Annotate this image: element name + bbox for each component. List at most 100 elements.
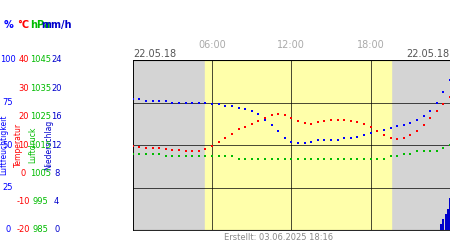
Point: [446, 95, 450, 99]
Text: 1015: 1015: [30, 140, 51, 149]
Point: [182, 154, 189, 158]
Text: 16: 16: [51, 112, 62, 121]
Text: 0: 0: [5, 226, 11, 234]
Text: 100: 100: [0, 56, 16, 64]
Point: [328, 118, 335, 122]
Point: [380, 157, 387, 161]
Point: [162, 154, 169, 158]
Text: 50: 50: [3, 140, 14, 149]
Point: [136, 152, 143, 156]
Text: 8: 8: [54, 169, 59, 178]
Point: [281, 157, 288, 161]
Point: [242, 157, 249, 161]
Point: [427, 149, 434, 153]
Point: [136, 97, 143, 101]
Point: [427, 109, 434, 113]
Point: [321, 138, 328, 142]
Point: [281, 136, 288, 140]
Point: [248, 122, 255, 126]
Text: Luftdruck: Luftdruck: [28, 127, 37, 163]
Point: [261, 118, 269, 122]
Point: [176, 154, 183, 158]
Point: [195, 149, 203, 153]
Point: [228, 104, 235, 108]
Point: [341, 157, 348, 161]
Point: [129, 97, 136, 101]
Point: [149, 99, 156, 103]
Point: [149, 146, 156, 150]
Point: [268, 122, 275, 126]
Point: [420, 149, 427, 153]
Point: [202, 100, 209, 104]
Point: [288, 157, 295, 161]
Point: [360, 157, 368, 161]
Point: [235, 157, 242, 161]
Point: [328, 157, 335, 161]
Point: [222, 154, 229, 158]
Point: [393, 137, 400, 141]
Point: [407, 121, 414, 125]
Text: 20: 20: [51, 84, 62, 93]
Point: [420, 123, 427, 127]
Point: [288, 140, 295, 143]
Point: [347, 157, 355, 161]
Point: [208, 144, 216, 148]
Text: 18:00: 18:00: [357, 40, 385, 50]
Point: [208, 102, 216, 106]
Point: [341, 136, 348, 140]
Text: -10: -10: [17, 197, 30, 206]
Point: [414, 129, 421, 133]
Point: [294, 141, 302, 145]
Point: [136, 145, 143, 149]
Text: 22.05.18: 22.05.18: [134, 49, 177, 59]
Point: [294, 119, 302, 123]
Point: [387, 126, 394, 130]
Point: [433, 149, 441, 153]
Point: [393, 154, 400, 158]
Point: [248, 157, 255, 161]
Text: 12:00: 12:00: [278, 40, 305, 50]
Point: [328, 138, 335, 142]
Point: [149, 152, 156, 156]
Text: 995: 995: [32, 197, 49, 206]
Point: [156, 146, 163, 150]
Bar: [206, 60, 391, 230]
Bar: [442, 220, 445, 230]
Point: [433, 100, 441, 104]
Point: [407, 133, 414, 137]
Point: [202, 147, 209, 151]
Point: [321, 157, 328, 161]
Text: %: %: [3, 20, 13, 30]
Text: 12: 12: [51, 140, 62, 149]
Point: [374, 129, 381, 133]
Point: [162, 147, 169, 151]
Point: [414, 149, 421, 153]
Point: [334, 157, 341, 161]
Point: [354, 134, 361, 138]
Point: [360, 133, 368, 137]
Point: [400, 122, 407, 126]
Point: [334, 118, 341, 122]
Point: [215, 140, 222, 144]
Point: [228, 154, 235, 158]
Point: [314, 120, 321, 124]
Point: [281, 113, 288, 117]
Point: [195, 154, 203, 158]
Text: °C: °C: [18, 20, 29, 30]
Point: [420, 114, 427, 118]
Point: [341, 118, 348, 122]
Point: [440, 90, 447, 94]
Point: [407, 152, 414, 156]
Point: [400, 152, 407, 156]
Point: [195, 100, 203, 104]
Point: [334, 138, 341, 142]
Point: [169, 148, 176, 152]
Point: [347, 119, 355, 123]
Text: 20: 20: [18, 112, 29, 121]
Text: 40: 40: [18, 56, 29, 64]
Point: [400, 136, 407, 140]
Point: [274, 130, 282, 134]
Text: Niederschlag: Niederschlag: [44, 120, 53, 170]
Point: [440, 146, 447, 150]
Text: 30: 30: [18, 84, 29, 93]
